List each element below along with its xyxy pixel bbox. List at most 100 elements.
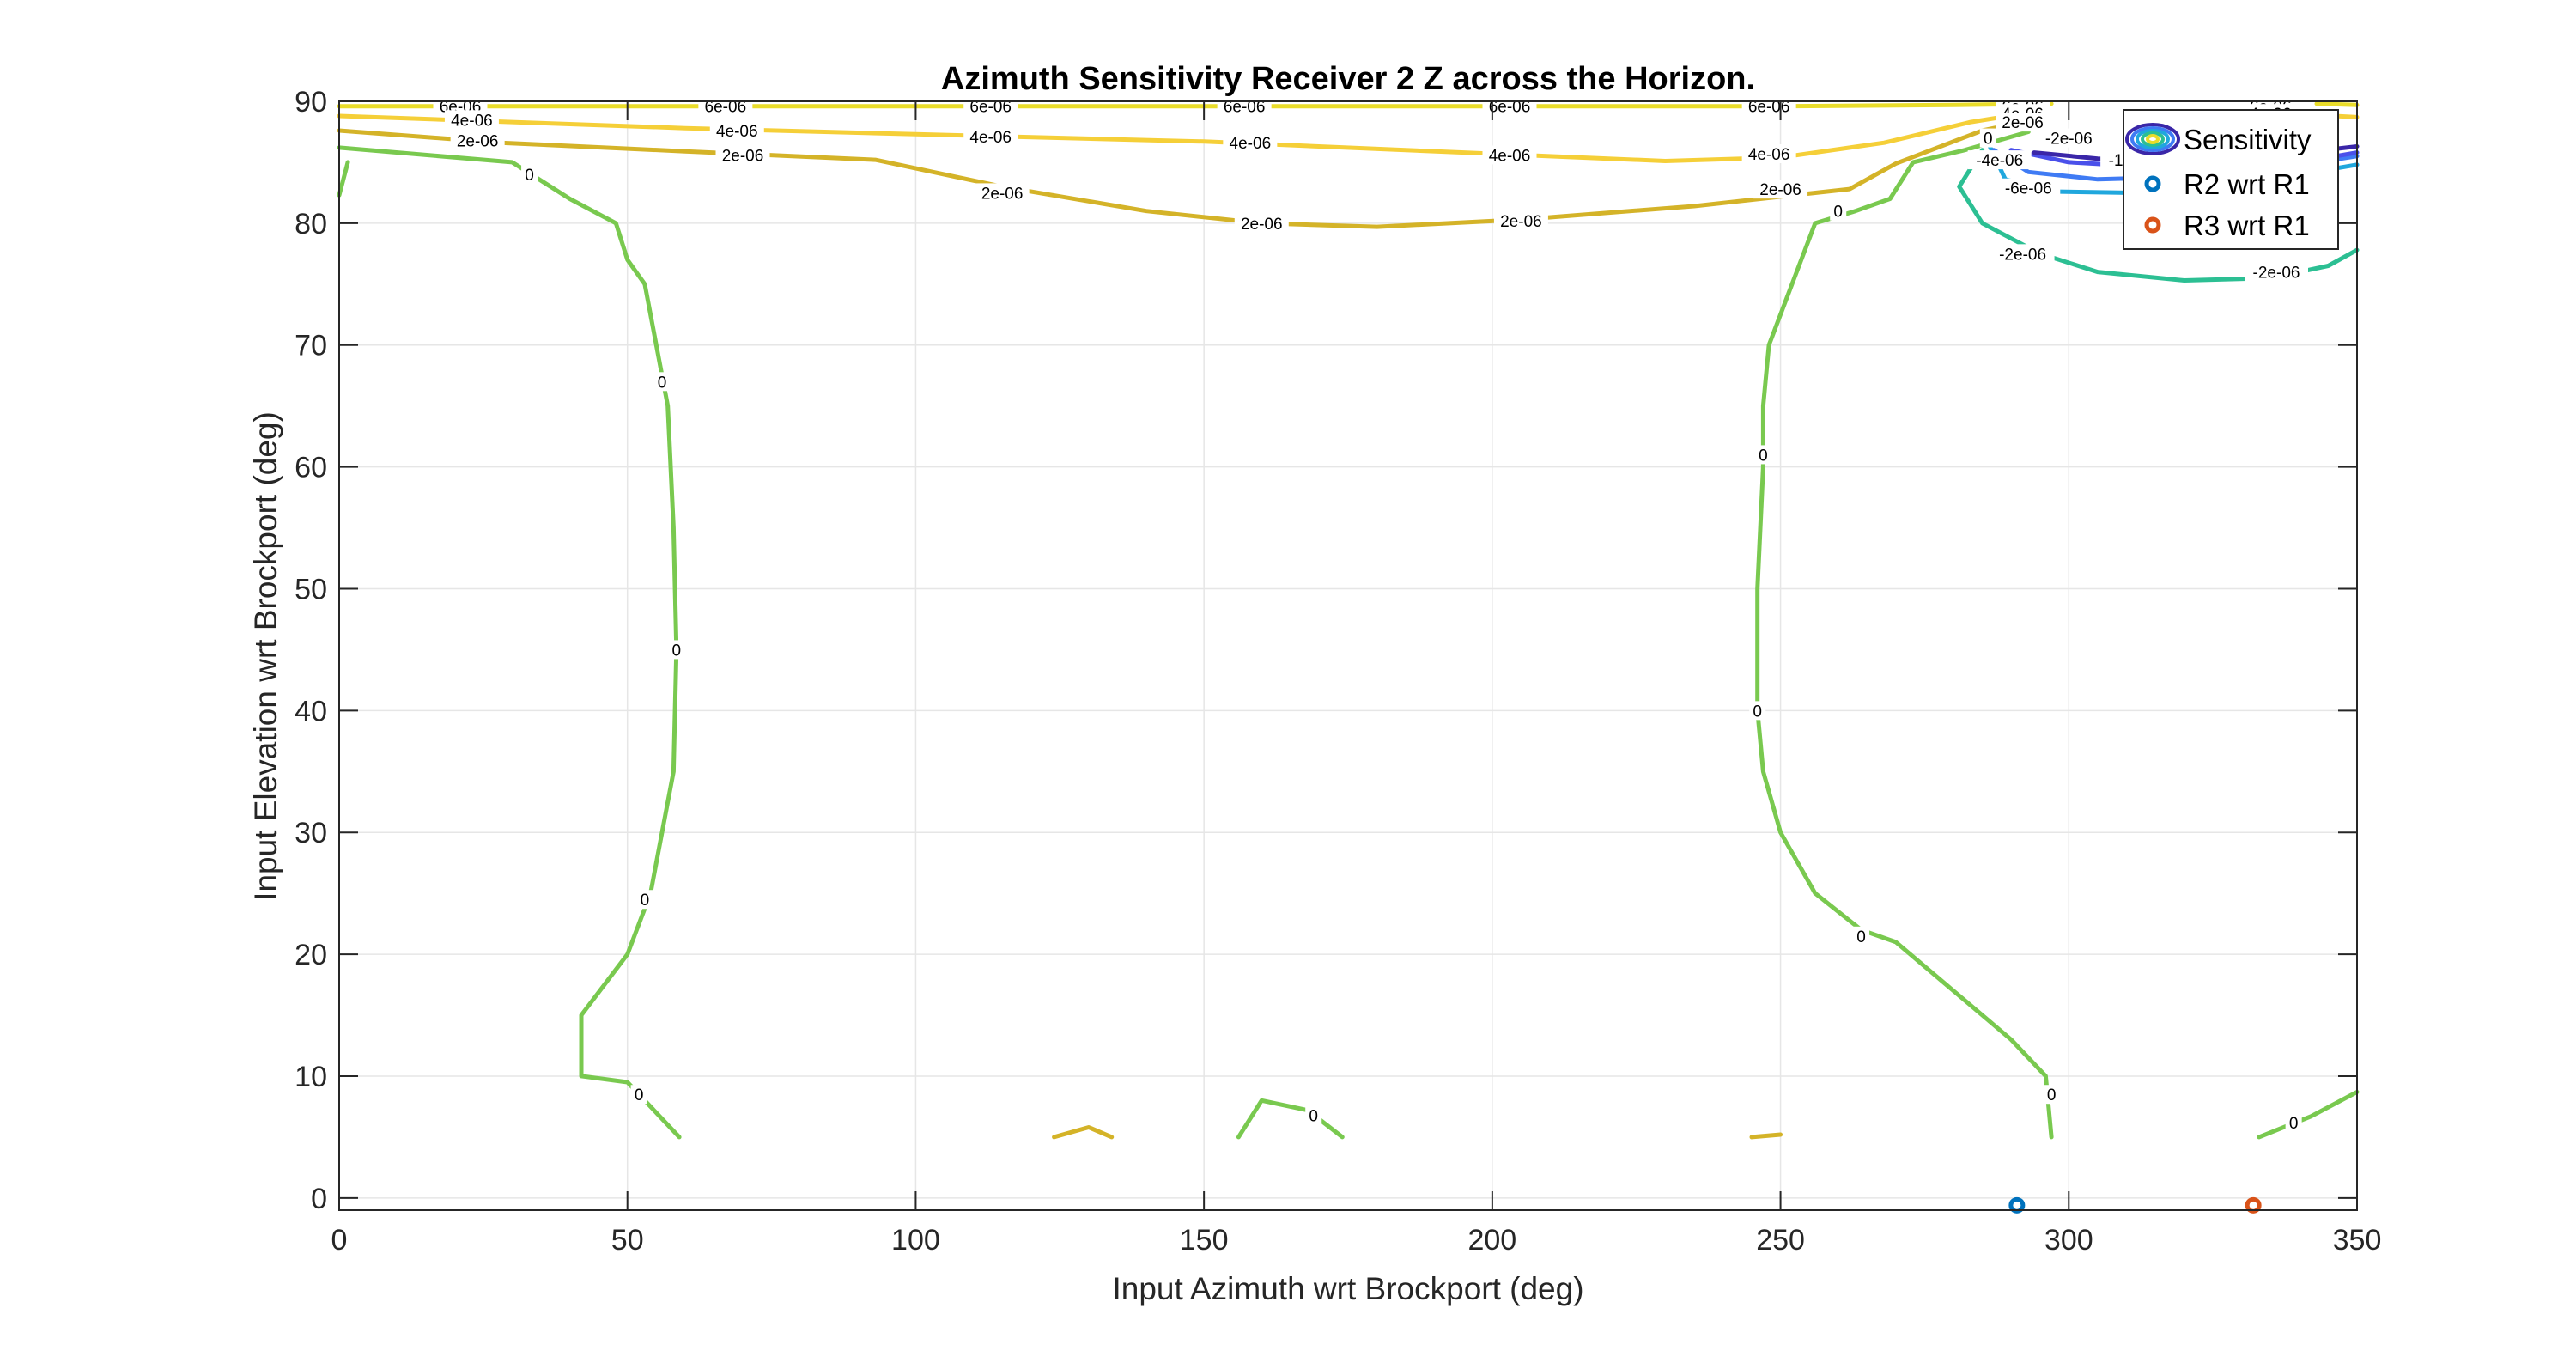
contour-label: 0	[1856, 928, 1866, 946]
legend-contour-icon	[2146, 134, 2160, 144]
contour-label-background	[2037, 128, 2101, 148]
contour-line	[2314, 101, 2360, 107]
legend-contour-icon	[2130, 126, 2175, 152]
plot-area	[339, 101, 2357, 1210]
contour-label: 0	[1759, 447, 1768, 465]
receiver-markers	[2008, 1196, 2262, 1214]
x-tick-label: 150	[1180, 1224, 1229, 1257]
axes-box	[338, 100, 2358, 1211]
contour-label: 0	[658, 374, 667, 392]
contour-line	[1236, 1098, 1345, 1140]
contour-label-background	[709, 121, 764, 141]
contour-label: -4e-06	[1976, 152, 2023, 170]
legend-contour-icon	[2136, 129, 2170, 149]
contour-label: 4e-06	[451, 112, 493, 130]
contour-label-background	[1493, 211, 1548, 231]
receiver-marker	[2245, 1196, 2262, 1214]
legend-marker	[2144, 175, 2161, 192]
contour-label-background	[636, 890, 653, 910]
y-tick-label: 70	[295, 330, 327, 362]
contour-label-background	[1996, 178, 2061, 198]
contour-label-background	[1741, 144, 1796, 164]
x-tick-label: 300	[2044, 1224, 2093, 1257]
contour-label: 2e-06	[981, 185, 1024, 203]
contour-label-background	[1853, 926, 1870, 946]
contour-line	[337, 145, 682, 1140]
contour-label: -2e-06	[2045, 131, 2093, 149]
legend-contour-icon	[2141, 131, 2165, 147]
y-tick-label: 80	[295, 208, 327, 240]
contour-label: 6e-06	[1224, 99, 1266, 117]
x-tick-label: 250	[1756, 1224, 1805, 1257]
legend-contour-icon	[2125, 123, 2180, 155]
x-tick-label: 0	[331, 1224, 348, 1257]
contour-line	[1052, 1125, 1115, 1140]
contour-label-background	[1979, 128, 1996, 148]
contour-label: 0	[2047, 1086, 2057, 1105]
y-tick-label: 60	[295, 452, 327, 484]
contour-label: 6e-06	[705, 99, 747, 117]
legend-label: Sensitivity	[2184, 124, 2312, 155]
contour-label-background	[521, 165, 538, 185]
contour-label-background	[1990, 244, 2055, 264]
legend-marker	[2144, 216, 2161, 234]
legend-label: R3 wrt R1	[2184, 210, 2310, 241]
y-tick-label: 90	[295, 86, 327, 119]
x-tick-label: 100	[891, 1224, 940, 1257]
contour-label: -2e-06	[2253, 265, 2300, 283]
contour-label-background	[450, 131, 505, 150]
contour-label: 2e-06	[1759, 181, 1801, 199]
contour-line	[1957, 148, 2360, 283]
contour-label: 0	[1984, 131, 1993, 149]
contour-label: 0	[671, 642, 681, 660]
contour-label: 0	[1753, 703, 1762, 721]
contour-label: -6e-06	[2005, 180, 2052, 198]
contour-label: 0	[2289, 1115, 2299, 1133]
contour-label-background	[1234, 213, 1289, 233]
contour-label: 2e-06	[1500, 213, 1542, 231]
y-axis-title: Input Elevation wrt Brockport (deg)	[248, 411, 283, 901]
contour-label: 0	[635, 1086, 644, 1105]
contour-label: 2e-06	[1241, 216, 1283, 234]
y-tick-label: 50	[295, 573, 327, 606]
contour-label: -2e-06	[1999, 246, 2046, 264]
contour-label-background	[1830, 201, 1847, 221]
x-axis-title: Input Azimuth wrt Brockport (deg)	[1112, 1271, 1583, 1306]
contour-label: 2e-06	[2002, 114, 2044, 132]
contour-line	[337, 160, 350, 198]
contour-label-background	[2245, 262, 2308, 282]
contour-label: 4e-06	[1230, 135, 1272, 153]
contour-label: 2e-06	[722, 147, 764, 165]
legend-label: R2 wrt R1	[2184, 168, 2310, 200]
contour-label: 0	[1309, 1107, 1318, 1125]
contour-label: 0	[641, 892, 650, 910]
contour-label: 0	[525, 167, 534, 185]
contour-label-background	[1749, 701, 1766, 721]
contour-label: 4e-06	[1748, 146, 1790, 164]
contour-label-background	[1753, 180, 1808, 199]
axis-ticks: 0 50 100 150 200 250 300 350 0 10 20 30 40 50 60 70 80 90	[295, 86, 2381, 1257]
contour-label: 4e-06	[969, 129, 1012, 147]
contour-label-background	[653, 372, 671, 392]
y-tick-label: 20	[295, 939, 327, 971]
x-tick-label: 200	[1467, 1224, 1516, 1257]
contour-line	[1749, 1132, 1783, 1140]
contour-label: 2e-06	[457, 132, 499, 150]
contour-label: 6e-06	[1748, 99, 1790, 117]
contour-label-background	[2285, 1112, 2302, 1132]
contour-label-background	[1996, 113, 2050, 132]
contour-label-background	[2043, 1085, 2060, 1105]
contour-label: 6e-06	[1489, 99, 1531, 117]
contour-label-background	[630, 1085, 647, 1105]
y-tick-label: 10	[295, 1061, 327, 1093]
y-tick-label: 40	[295, 695, 327, 727]
contour-label-background	[975, 183, 1030, 203]
receiver-marker	[2008, 1196, 2026, 1214]
chart-title: Azimuth Sensitivity Receiver 2 Z across …	[941, 61, 1755, 97]
y-tick-label: 0	[311, 1183, 327, 1215]
contour-label: 4e-06	[1489, 147, 1531, 165]
contour-label: 4e-06	[716, 123, 758, 141]
y-tick-label: 30	[295, 817, 327, 849]
contour-label-background	[1967, 150, 2032, 170]
